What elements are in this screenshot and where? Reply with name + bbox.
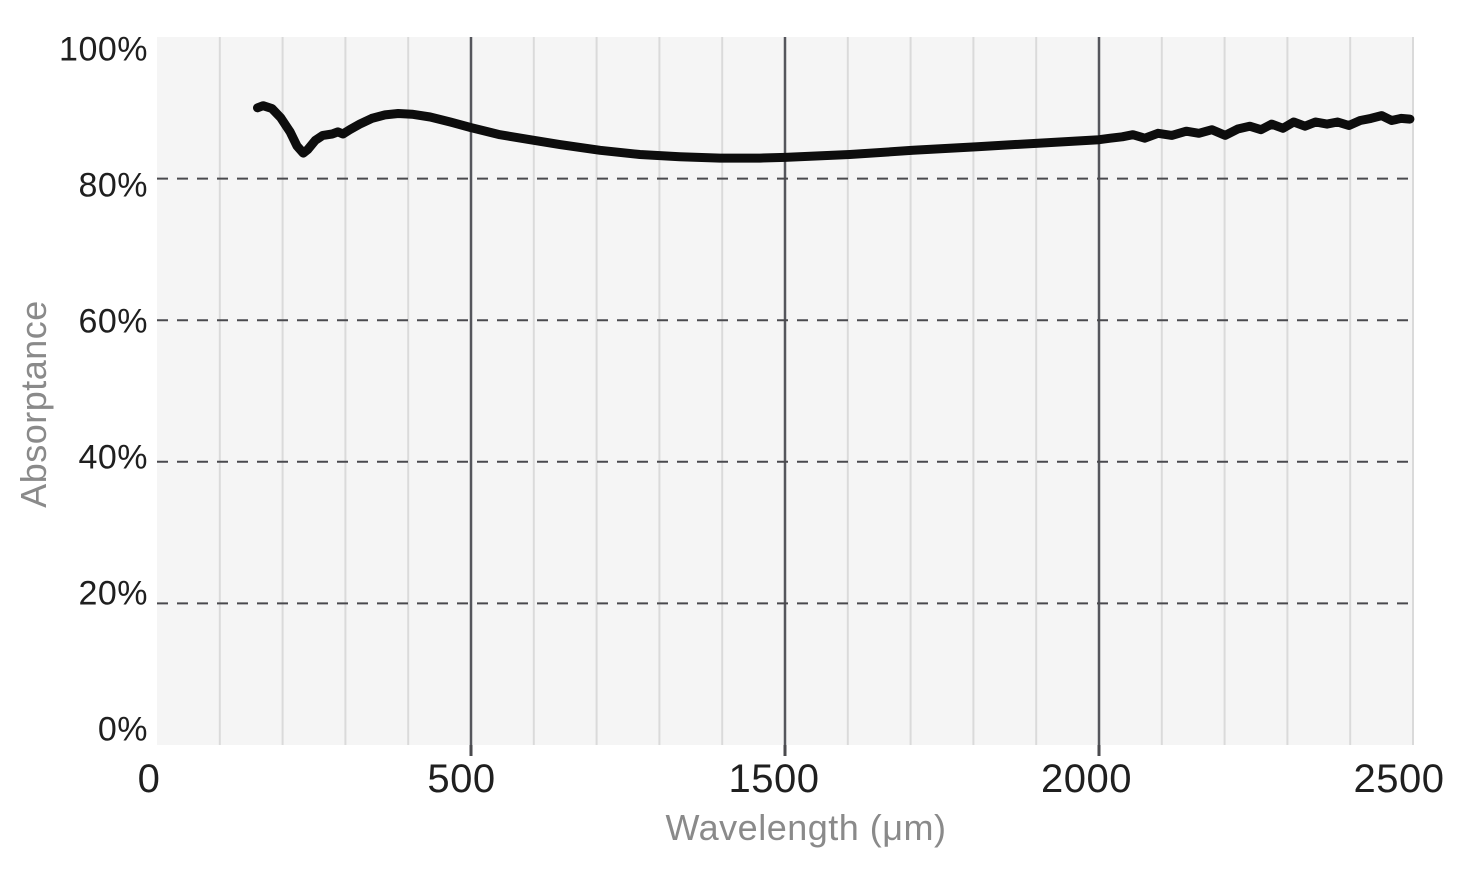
- gridlines: [157, 37, 1414, 745]
- y-tick-label-60: 60%: [78, 302, 148, 341]
- y-tick-label-0: 0%: [97, 710, 148, 749]
- absorptance-series-line: [253, 101, 1415, 163]
- y-tick-label-100: 100%: [59, 30, 148, 69]
- y-tick-label-40: 40%: [78, 438, 148, 477]
- absorptance-curve: [253, 101, 1415, 163]
- y-axis-title: Absorptance: [13, 300, 54, 508]
- x-axis-ticks: [469, 745, 1101, 756]
- x-axis-title: Wavelength (μm): [665, 807, 947, 848]
- y-tick-label-80: 80%: [78, 166, 148, 205]
- x-tick-label-2500: 2500: [1353, 757, 1445, 801]
- y-tick-label-20: 20%: [78, 574, 148, 613]
- x-tick-label-500: 500: [427, 757, 496, 801]
- x-tick-label-1500: 1500: [728, 757, 820, 801]
- x-tick-label-0: 0: [137, 757, 161, 801]
- x-tick-label-2000: 2000: [1041, 757, 1132, 801]
